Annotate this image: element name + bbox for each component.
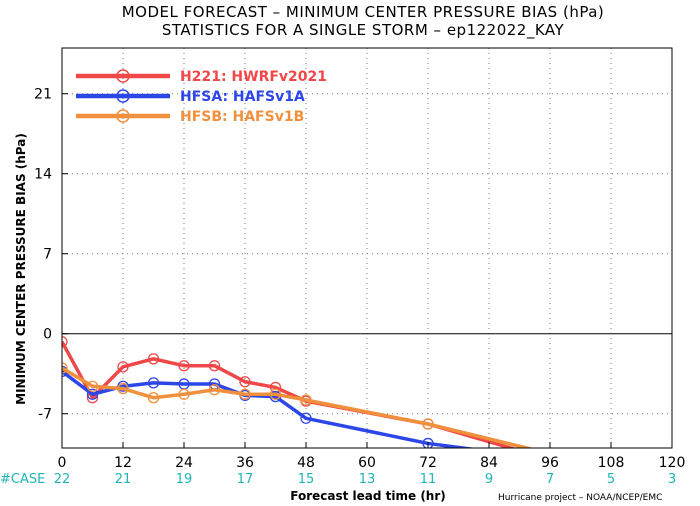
case-count: 21 <box>115 472 132 487</box>
legend-marker <box>116 69 130 83</box>
data-point <box>300 394 312 406</box>
series-2 <box>62 365 477 448</box>
case-count: 11 <box>420 472 437 487</box>
case-label: #CASE <box>0 472 45 487</box>
data-point <box>117 361 129 373</box>
data-point <box>208 360 221 372</box>
data-point <box>269 381 282 394</box>
x-tick-label: 12 <box>114 455 132 471</box>
legend: H221: HWRFv2021 HFSA: HAFSv1A HFSB: HAFSv1… <box>76 69 327 125</box>
y-tick-labels: -7 0 7 14 21 <box>34 87 68 423</box>
data-point <box>147 392 160 404</box>
case-count: 22 <box>54 472 71 487</box>
data-point <box>300 412 312 424</box>
series-clip-group <box>62 336 534 448</box>
case-count: 9 <box>485 472 493 487</box>
legend-marker <box>116 89 130 103</box>
y-tick-label: 21 <box>34 87 52 103</box>
case-count: 3 <box>668 472 676 487</box>
data-point <box>239 376 251 388</box>
y-tick-label: 7 <box>43 247 52 263</box>
x-tick-label: 48 <box>297 455 315 471</box>
y-axis-label: MINIMUM CENTER PRESSURE BIAS (hPa) <box>14 133 28 405</box>
data-point <box>208 384 221 396</box>
data-point <box>422 437 434 448</box>
x-tick-label: 72 <box>419 455 437 471</box>
chart-title: MODEL FORECAST – MINIMUM CENTER PRESSURE… <box>122 3 605 21</box>
case-count: 13 <box>359 472 376 487</box>
data-point <box>178 388 190 400</box>
data-point <box>239 388 251 400</box>
x-tick-labels: 0 12 24 36 48 60 72 84 96 108 120 <box>58 442 686 471</box>
data-point <box>269 388 282 400</box>
chart-subtitle: STATISTICS FOR A SINGLE STORM – ep122022… <box>162 21 565 40</box>
case-counts: 22 21 19 17 15 13 11 9 7 5 3 <box>54 472 676 487</box>
x-tick-label: 84 <box>480 455 498 471</box>
series-3 <box>62 362 534 448</box>
case-count: 7 <box>546 472 554 487</box>
legend-label: HFSA: HAFSv1A <box>180 89 305 105</box>
data-point <box>117 382 129 395</box>
data-point <box>86 380 99 392</box>
credit-text: Hurricane project – NOAA/NCEP/EMC <box>498 493 662 503</box>
series-line <box>62 340 517 448</box>
x-tick-label: 0 <box>58 455 67 471</box>
x-tick-label: 120 <box>659 455 686 471</box>
data-point <box>147 377 160 389</box>
data-point <box>86 388 99 400</box>
data-point <box>147 353 160 365</box>
data-point <box>422 418 434 430</box>
x-tick-label: 60 <box>358 455 376 471</box>
y-tick-label: 14 <box>34 167 52 183</box>
data-point <box>62 362 68 374</box>
data-point <box>62 336 68 348</box>
x-axis-label: Forecast lead time (hr) <box>290 489 446 503</box>
case-count: 19 <box>176 472 193 487</box>
data-point <box>178 360 190 372</box>
y-tick-label: 0 <box>43 327 52 343</box>
legend-label: HFSB: HAFSv1B <box>180 109 304 125</box>
case-count: 15 <box>298 472 315 487</box>
legend-marker <box>116 109 130 123</box>
case-count: 5 <box>607 472 615 487</box>
x-tick-label: 36 <box>236 455 254 471</box>
legend-label: H221: HWRFv2021 <box>180 69 327 85</box>
series-layer <box>62 336 534 448</box>
case-count: 17 <box>237 472 254 487</box>
x-tick-label: 108 <box>598 455 625 471</box>
y-tick-label: -7 <box>38 407 52 423</box>
x-tick-label: 96 <box>541 455 559 471</box>
x-tick-label: 24 <box>175 455 193 471</box>
